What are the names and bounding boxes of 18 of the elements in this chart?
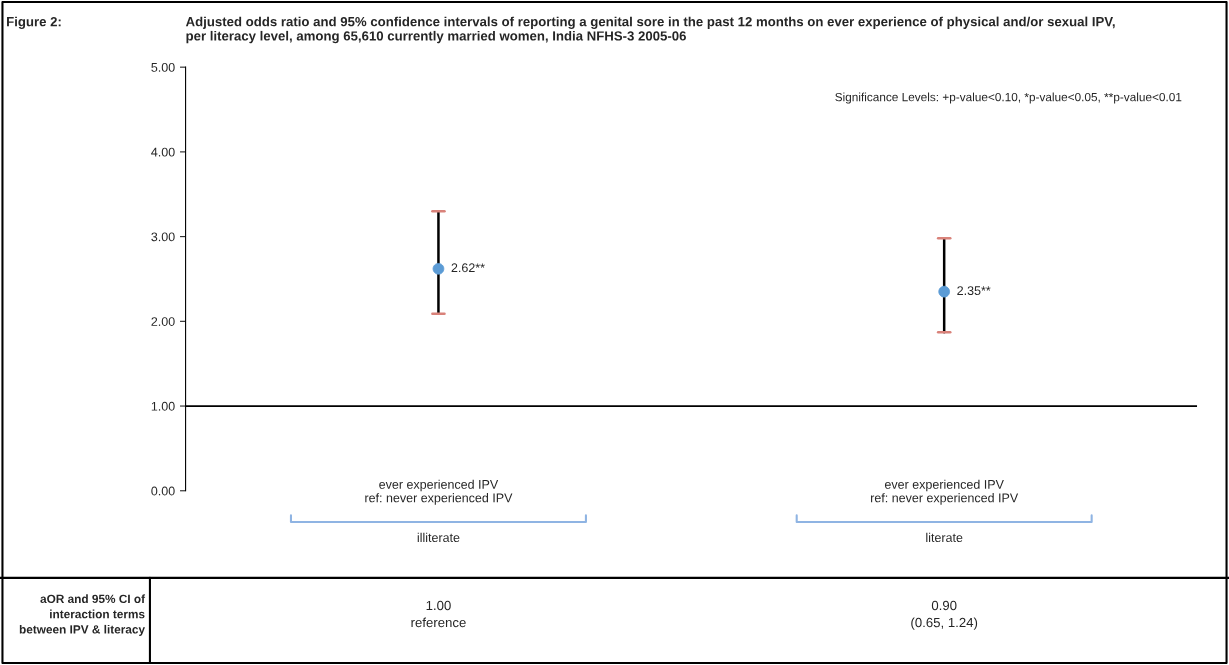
data-label: 2.35** [957,286,991,296]
text: 1.00 reference [411,600,466,628]
y-tick-label: 3.00 [151,232,175,242]
y-tick-label: 1.00 [151,401,175,411]
y-tick-label: 2.00 [151,317,175,326]
y-tick-label: 5.00 [151,62,175,72]
y-tick-label: 4.00 [151,147,175,157]
x-tick-label: ever experienced IPV ref: never experienced IPV [365,479,513,505]
text: 0.90 (0.65, 1.24) [911,600,978,630]
text: literate [926,532,963,543]
annotation: Significance Levels: +p-value<0.10, *p-value<0.05, **p-value<0.01 [835,92,1182,104]
chart-title: Adjusted odds ratio and 95% confidence intervals of reporting a genital sore in the past 12 months on ever experience of physical and/or sexual IPV, per literacy level, among 65,610 currently married women, India NFHS-3 2005-06 [185,16,1115,44]
text: illiterate [417,532,460,543]
data-label: 2.62** [451,263,485,273]
y-tick-label: 0.00 [151,486,175,496]
x-tick-label: ever experienced IPV ref: never experienced IPV [871,479,1019,505]
caption: Figure 2: [7,16,61,29]
text: aOR and 95% CI of interaction terms between IPV & literacy [19,594,146,636]
